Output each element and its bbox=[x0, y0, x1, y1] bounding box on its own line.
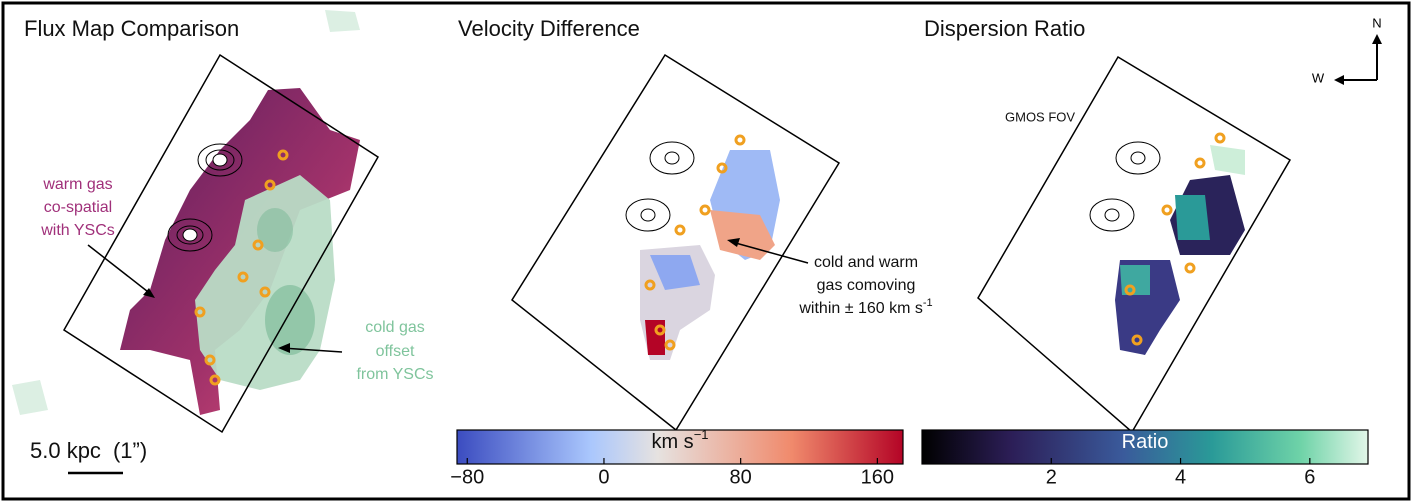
arrow-head bbox=[727, 238, 740, 247]
tick-label: −80 bbox=[450, 466, 484, 488]
panel-title: Velocity Difference bbox=[458, 16, 640, 41]
annotation-line: gas comoving bbox=[817, 277, 916, 294]
annotation-line: co-spatial bbox=[44, 199, 112, 216]
compass: N W bbox=[1312, 15, 1382, 85]
tick-label: 160 bbox=[861, 466, 894, 488]
annotation-line: offset bbox=[376, 343, 415, 360]
annotation-line: within ± 160 km s-1 bbox=[798, 297, 932, 317]
arrow-head bbox=[278, 343, 290, 353]
annotation: cold gas offset from YSCs bbox=[356, 319, 433, 383]
tick-label: 2 bbox=[1046, 466, 1057, 488]
arrow bbox=[87, 244, 153, 296]
annotation: cold and warm gas comoving within ± 160 … bbox=[798, 254, 932, 317]
velocity-map bbox=[511, 53, 841, 432]
fov-label: GMOS FOV bbox=[1005, 109, 1075, 124]
colorbar-label: Ratio bbox=[1122, 431, 1169, 453]
annotation-line: with YSCs bbox=[40, 222, 115, 239]
colorbars: km s−1 −80 0 80 160 Ratio 2 4 6 bbox=[450, 427, 1369, 488]
dispersion-map bbox=[977, 55, 1292, 434]
colorbar bbox=[456, 429, 904, 465]
annotation-line: warm gas bbox=[42, 176, 112, 193]
colorbar-label-text: km s bbox=[651, 431, 693, 453]
panel-title: Flux Map Comparison bbox=[24, 16, 239, 41]
colorbar-label: km s−1 bbox=[651, 427, 708, 453]
arrow-head bbox=[143, 288, 155, 298]
flux-map bbox=[12, 10, 380, 434]
compass-north: N bbox=[1372, 15, 1381, 30]
annotation-line: cold gas bbox=[365, 319, 425, 336]
tick-label: 4 bbox=[1175, 466, 1186, 488]
annotation-line: from YSCs bbox=[356, 366, 433, 383]
arrow bbox=[731, 241, 809, 264]
annotation: warm gas co-spatial with YSCs bbox=[40, 176, 115, 239]
annotation-text: within ± 160 km s bbox=[798, 300, 923, 317]
compass-west: W bbox=[1312, 70, 1325, 85]
annotation-line: cold and warm bbox=[814, 254, 918, 271]
scale-angle: (1”) bbox=[113, 438, 147, 463]
scale-label: 5.0 kpc (1”) bbox=[30, 438, 147, 463]
panel-title: Dispersion Ratio bbox=[924, 16, 1085, 41]
superscript: -1 bbox=[923, 297, 933, 309]
colorbar bbox=[921, 429, 1369, 465]
arrow bbox=[281, 347, 343, 353]
tick-label: 0 bbox=[598, 466, 609, 488]
tick-label: 6 bbox=[1304, 466, 1315, 488]
colorbar-label-text: Ratio bbox=[1122, 431, 1169, 453]
superscript: −1 bbox=[694, 427, 709, 442]
tick-label: 80 bbox=[730, 466, 752, 488]
scale-length: 5.0 kpc bbox=[30, 438, 101, 463]
